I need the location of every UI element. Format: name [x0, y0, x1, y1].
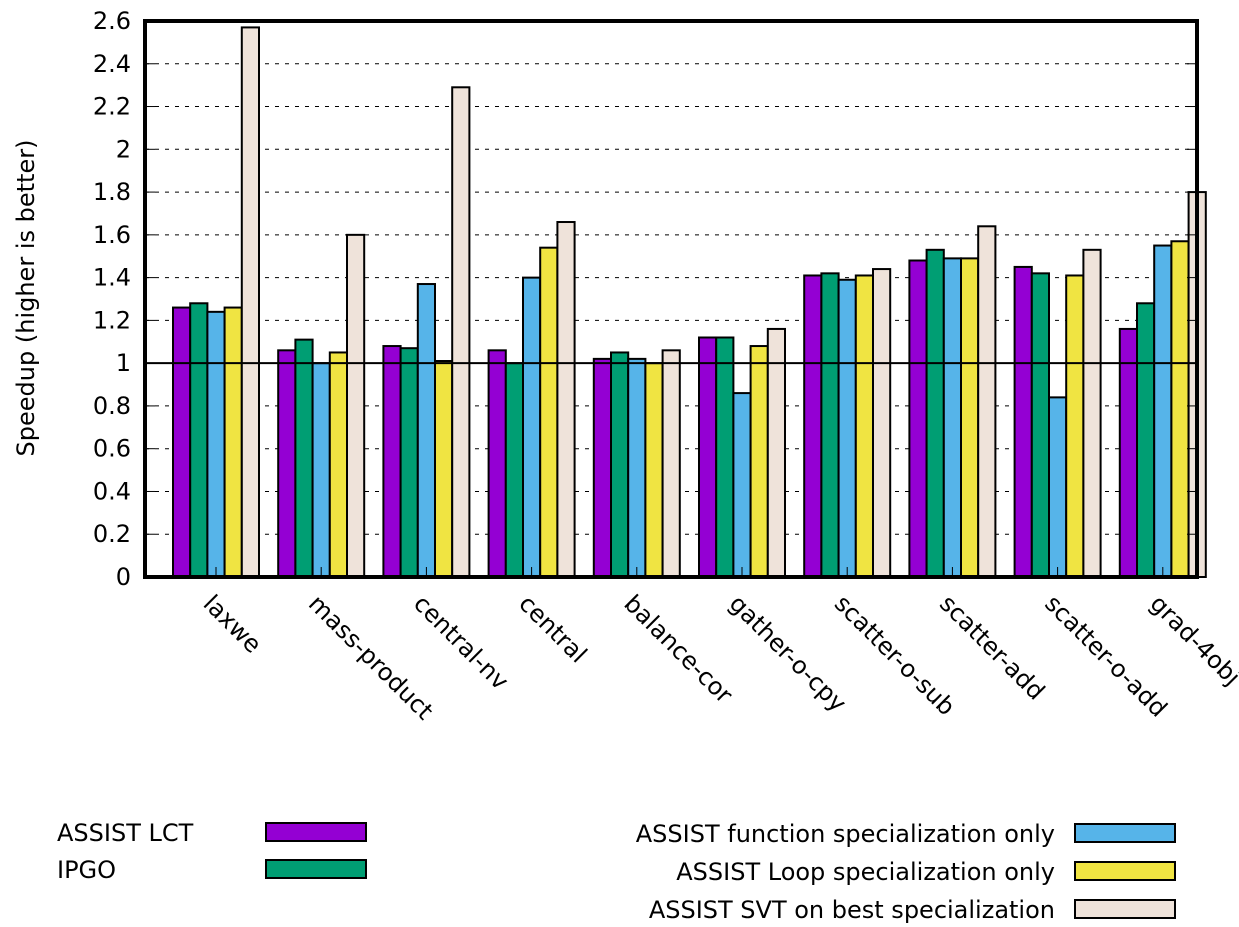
legend-label: IPGO — [57, 856, 116, 884]
bar — [942, 257, 962, 578]
bar — [766, 327, 786, 579]
bar — [399, 347, 419, 578]
y-tick-label: 0.8 — [93, 392, 131, 420]
bar — [627, 357, 647, 578]
bar — [434, 360, 454, 578]
legend-label: ASSIST SVT on best specialization — [649, 896, 1055, 924]
y-tick-label: 1 — [116, 349, 131, 377]
category-label: grad-4obj — [1145, 589, 1239, 691]
legend-swatch — [1074, 861, 1176, 881]
y-tick-label: 2.4 — [93, 50, 131, 78]
bar — [556, 221, 576, 578]
bar — [346, 233, 366, 578]
bar — [1013, 265, 1033, 578]
bar — [539, 246, 559, 579]
bar — [661, 349, 681, 579]
legend-swatch — [265, 822, 367, 842]
bar — [854, 274, 874, 578]
bar — [820, 272, 840, 578]
legend-swatch — [265, 859, 367, 879]
category-label: central-nv — [408, 589, 514, 695]
bar — [610, 351, 630, 579]
legend-swatch — [1074, 823, 1176, 843]
bar — [749, 345, 769, 578]
category-label: balance-cor — [619, 589, 739, 709]
bar — [644, 362, 664, 578]
category-label: laxwe — [198, 589, 267, 658]
bar — [294, 338, 314, 578]
y-tick-label: 1.6 — [93, 221, 131, 249]
bar — [328, 351, 348, 579]
legend: ASSIST LCT IPGO ASSIST function specializa… — [57, 819, 1176, 924]
y-tick-label: 1.4 — [93, 264, 131, 292]
bar — [698, 336, 718, 578]
y-axis-label: Speedup (higher is better) — [12, 140, 40, 457]
y-tick-label: 0.2 — [93, 520, 131, 548]
bar — [1118, 327, 1139, 579]
bar — [837, 278, 857, 578]
bar — [872, 268, 892, 578]
y-tick-label: 1.2 — [93, 306, 131, 334]
bar — [451, 86, 471, 579]
category-label: central — [513, 589, 592, 668]
bar — [715, 336, 735, 578]
bar — [732, 392, 752, 579]
bars — [172, 26, 1207, 579]
legend-label: ASSIST function specialization only — [636, 820, 1055, 848]
category-label: scatter-add — [934, 589, 1050, 705]
bar — [925, 248, 945, 578]
bar — [522, 276, 542, 578]
bar — [1153, 244, 1173, 579]
y-tick-label: 0.6 — [93, 435, 131, 463]
bar — [1082, 248, 1102, 578]
bar — [1170, 240, 1190, 578]
bar — [1030, 272, 1051, 578]
bar — [223, 306, 243, 578]
bar — [592, 357, 612, 578]
legend-label: ASSIST LCT — [57, 819, 194, 847]
bar — [172, 306, 192, 578]
bar — [977, 225, 997, 579]
y-tick-label: 2 — [116, 135, 131, 163]
bar — [189, 302, 209, 578]
y-tick-label: 0.4 — [93, 477, 131, 505]
plot-frame — [143, 19, 1199, 579]
bar — [1065, 274, 1085, 578]
legend-label: ASSIST Loop specialization only — [676, 858, 1055, 886]
y-tick-label: 2.6 — [93, 7, 131, 35]
bar — [1136, 302, 1156, 578]
bar — [960, 257, 980, 578]
bar — [382, 345, 402, 578]
bar — [311, 362, 331, 578]
legend-swatch — [1074, 899, 1176, 919]
bar — [416, 283, 436, 578]
bar — [803, 274, 823, 578]
bar — [908, 259, 928, 578]
y-tick-label: 2.2 — [93, 93, 131, 121]
bar — [277, 349, 297, 579]
bar — [487, 349, 507, 579]
bar — [504, 362, 524, 578]
bar — [240, 26, 261, 578]
bar — [206, 310, 226, 578]
y-tick-label: 0 — [116, 563, 131, 591]
bar — [1048, 396, 1068, 578]
y-tick-label: 1.8 — [93, 178, 131, 206]
